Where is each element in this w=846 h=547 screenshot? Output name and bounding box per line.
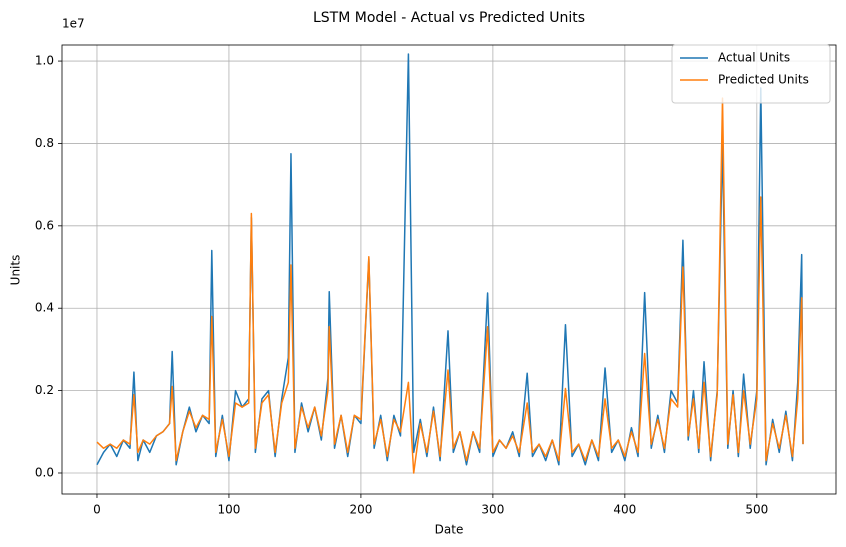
y-axis-label: Units: [9, 255, 23, 286]
legend-label: Actual Units: [718, 51, 790, 65]
x-tick-label: 300: [481, 503, 504, 517]
y-tick-label: 1.0: [35, 54, 54, 68]
y-tick-label: 0.8: [35, 136, 54, 150]
y-offset-label: 1e7: [62, 17, 85, 31]
x-tick-label: 500: [745, 503, 768, 517]
y-tick-label: 0.4: [35, 301, 54, 315]
y-tick-label: 0.2: [35, 383, 54, 397]
x-tick-label: 200: [349, 503, 372, 517]
data-line: [96, 97, 804, 474]
x-tick-label: 0: [93, 503, 101, 517]
chart-title: LSTM Model - Actual vs Predicted Units: [313, 10, 585, 26]
x-axis-label: Date: [435, 523, 464, 537]
x-tick-label: 100: [217, 503, 240, 517]
plot-frame: [61, 44, 837, 495]
y-tick-label: 0.6: [35, 218, 54, 232]
legend-label: Predicted Units: [718, 73, 809, 87]
legend: Actual Units Predicted Units: [671, 44, 831, 104]
legend-box: [671, 44, 831, 104]
x-tick-label: 400: [613, 503, 636, 517]
y-tick-label: 0.0: [35, 465, 54, 479]
